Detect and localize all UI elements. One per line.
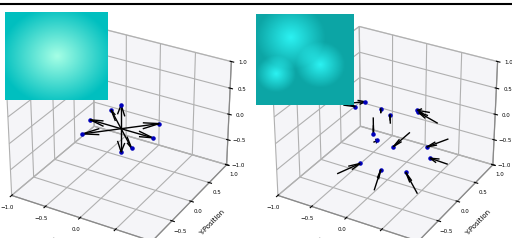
X-axis label: X-Position: X-Position [50, 237, 84, 238]
Y-axis label: Y-Position: Y-Position [198, 209, 226, 237]
X-axis label: X-Position: X-Position [316, 237, 351, 238]
Y-axis label: Y-Position: Y-Position [464, 209, 492, 237]
